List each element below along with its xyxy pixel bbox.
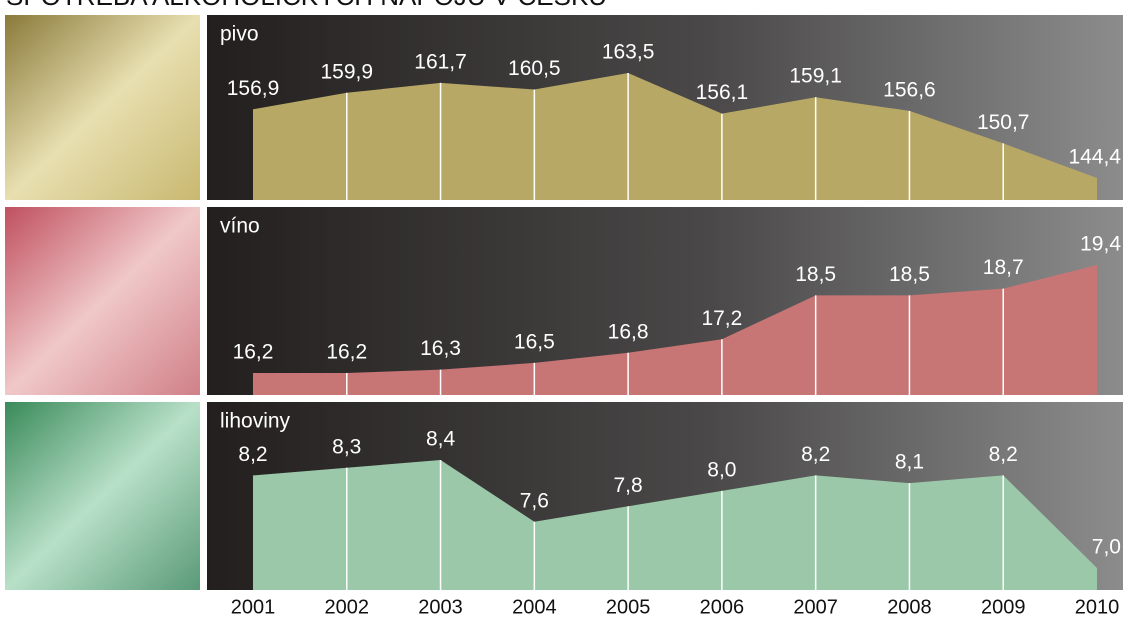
x-tick-label: 2007 <box>793 596 838 618</box>
value-label: 8,2 <box>238 443 267 466</box>
value-label: 18,7 <box>983 256 1024 279</box>
area <box>253 73 1097 200</box>
value-label: 161,7 <box>414 50 467 73</box>
value-label: 17,2 <box>701 307 742 330</box>
x-tick-label: 2004 <box>512 596 557 618</box>
x-tick-label: 2010 <box>1075 596 1120 618</box>
value-label: 156,9 <box>227 77 280 100</box>
x-tick-label: 2003 <box>418 596 463 618</box>
value-label: 7,0 <box>1092 536 1121 559</box>
value-label: 8,4 <box>426 428 456 451</box>
value-label: 16,3 <box>420 337 461 360</box>
value-label: 150,7 <box>977 111 1030 134</box>
value-label: 159,9 <box>320 60 373 83</box>
panel-title: lihoviny <box>220 410 291 433</box>
photo-spirits <box>5 402 200 590</box>
value-label: 8,3 <box>332 435 361 458</box>
value-label: 16,2 <box>233 341 274 364</box>
x-tick-label: 2008 <box>887 596 932 618</box>
value-label: 160,5 <box>508 57 561 80</box>
value-label: 7,6 <box>520 489 549 512</box>
value-label: 156,6 <box>883 78 936 101</box>
x-tick-label: 2002 <box>325 596 370 618</box>
value-label: 19,4 <box>1080 233 1121 256</box>
value-label: 144,4 <box>1068 146 1121 169</box>
value-label: 18,5 <box>889 263 930 286</box>
panel-title: pivo <box>220 23 259 46</box>
value-label: 8,2 <box>989 443 1018 466</box>
x-tick-label: 2009 <box>981 596 1026 618</box>
value-label: 16,8 <box>608 320 649 343</box>
x-tick-label: 2001 <box>231 596 276 618</box>
area <box>253 460 1097 590</box>
value-label: 7,8 <box>614 474 643 497</box>
value-label: 16,2 <box>326 341 367 364</box>
x-tick-label: 2005 <box>606 596 651 618</box>
photo-beer <box>5 15 200 200</box>
value-label: 18,5 <box>795 263 836 286</box>
area <box>253 265 1097 395</box>
value-label: 8,2 <box>801 443 830 466</box>
x-tick-label: 2006 <box>700 596 745 618</box>
value-label: 8,1 <box>895 451 924 474</box>
value-label: 163,5 <box>602 41 655 64</box>
value-label: 16,5 <box>514 330 555 353</box>
value-label: 159,1 <box>789 65 842 88</box>
photo-wine <box>5 207 200 395</box>
panel-title: víno <box>220 215 260 238</box>
value-label: 156,1 <box>696 81 749 104</box>
page-title: SPOTŘEBA ALKOHOLICKÝCH NÁPOJŮ V ČESKU <box>6 0 607 11</box>
value-label: 8,0 <box>707 458 736 481</box>
